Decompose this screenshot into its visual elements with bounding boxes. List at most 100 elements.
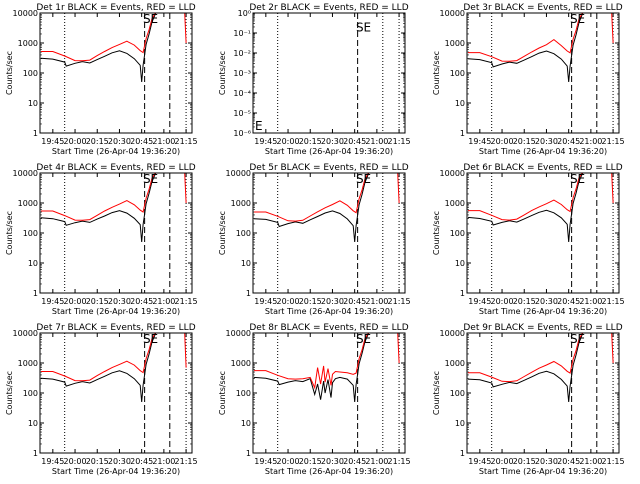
y-tick-label: 100: [450, 229, 465, 238]
y-tick-label: 1000: [445, 359, 465, 368]
lld-series-line: [41, 13, 187, 62]
y-axis-label: Counts/sec: [5, 51, 14, 95]
panel-7: Det 7r BLACK = Events, RED = LLD 1 10 100 10…: [5, 323, 198, 476]
x-tick-label: 20:30: [321, 137, 344, 146]
x-tick-label: 20:00: [277, 457, 300, 466]
y-tick-label: 1: [460, 289, 465, 298]
lld-series-line: [41, 173, 187, 221]
x-tick-label: 20:30: [108, 457, 131, 466]
panel-9: Det 9r BLACK = Events, RED = LLD 1 10 100 10…: [432, 323, 625, 476]
x-tick-label: 21:15: [175, 297, 198, 306]
x-tick-label: 21:00: [152, 457, 175, 466]
data-series-group: [40, 333, 187, 403]
y-tick-label: 1: [33, 289, 38, 298]
y-tick-label: 10⁻¹: [233, 29, 251, 38]
lld-series-line: [468, 13, 614, 62]
y-tick-label: 100: [236, 229, 251, 238]
data-series-group: [467, 333, 614, 403]
x-tick-label: 20:15: [513, 297, 536, 306]
x-tick-label: 20:45: [557, 297, 580, 306]
y-tick-label: 1: [246, 449, 251, 458]
plot-frame: [39, 172, 193, 294]
x-tick-label: 20:15: [513, 137, 536, 146]
x-tick-label: 20:45: [130, 457, 153, 466]
x-axis-label: Start Time (26-Apr-04 19:36:20): [52, 307, 180, 316]
x-tick-label: 20:15: [299, 297, 322, 306]
x-tick-label: 19:45: [468, 457, 491, 466]
x-tick-label: 21:00: [365, 457, 388, 466]
corner-mark: E: [255, 119, 263, 133]
y-tick-label: 100: [450, 389, 465, 398]
x-axis-label: Start Time (26-Apr-04 19:36:20): [52, 467, 180, 476]
se-annotation: SE: [570, 332, 585, 346]
y-tick-label: 10000: [440, 329, 465, 338]
se-annotation: SE: [570, 12, 585, 26]
y-tick-label: 10: [455, 419, 465, 428]
x-tick-label: 20:45: [343, 137, 366, 146]
y-tick-label: 10000: [440, 169, 465, 178]
y-tick-label: 10⁻⁶: [233, 129, 251, 138]
y-tick-label: 1: [246, 289, 251, 298]
x-tick-label: 20:30: [535, 457, 558, 466]
events-series-line: [467, 173, 584, 243]
lld-series-line: [254, 173, 400, 222]
x-tick-label: 20:00: [64, 457, 87, 466]
x-tick-label: 21:00: [579, 137, 602, 146]
x-tick-label: 20:00: [64, 297, 87, 306]
y-tick-label: 100: [23, 69, 38, 78]
y-tick-label: 1: [33, 449, 38, 458]
lld-series-line: [254, 333, 400, 390]
y-tick-label: 100: [23, 229, 38, 238]
x-tick-label: 21:00: [365, 297, 388, 306]
y-tick-label: 10000: [13, 9, 38, 18]
se-annotation: SE: [356, 172, 371, 186]
y-tick-label: 1000: [445, 39, 465, 48]
y-tick-label: 10: [241, 259, 251, 268]
x-tick-label: 19:45: [41, 457, 64, 466]
panel-title: Det 9r BLACK = Events, RED = LLD: [463, 323, 622, 333]
x-tick-label: 20:15: [513, 457, 536, 466]
x-tick-label: 19:45: [254, 457, 277, 466]
events-series-line: [253, 333, 370, 403]
plot-frame: [466, 12, 620, 134]
x-tick-label: 20:30: [321, 297, 344, 306]
x-tick-label: 20:00: [277, 137, 300, 146]
x-tick-label: 21:00: [365, 137, 388, 146]
y-tick-label: 1: [33, 129, 38, 138]
x-tick-label: 20:30: [535, 297, 558, 306]
x-axis-label: Start Time (26-Apr-04 19:36:20): [479, 307, 607, 316]
y-tick-label: 10⁻³: [233, 69, 251, 78]
events-series-line: [467, 333, 584, 403]
plot-frame: [39, 332, 193, 454]
x-tick-label: 21:15: [388, 457, 411, 466]
y-tick-label: 10: [455, 259, 465, 268]
y-tick-label: 10000: [13, 329, 38, 338]
x-tick-label: 20:15: [299, 137, 322, 146]
x-tick-label: 21:15: [602, 297, 625, 306]
data-series-group: [40, 13, 187, 83]
events-series-line: [467, 13, 584, 83]
y-tick-label: 1000: [231, 199, 251, 208]
plot-frame: [252, 172, 406, 294]
x-axis-label: Start Time (26-Apr-04 19:36:20): [265, 147, 393, 156]
panel-title: Det 7r BLACK = Events, RED = LLD: [36, 323, 195, 333]
data-series-group: [253, 173, 400, 243]
lld-series-line: [468, 333, 614, 383]
x-tick-label: 20:30: [108, 297, 131, 306]
x-tick-label: 19:45: [468, 137, 491, 146]
panel-title: Det 6r BLACK = Events, RED = LLD: [463, 163, 622, 173]
y-tick-label: 10⁰: [238, 9, 251, 18]
x-tick-label: 19:45: [468, 297, 491, 306]
x-tick-label: 21:00: [579, 297, 602, 306]
x-axis-label: Start Time (26-Apr-04 19:36:20): [265, 307, 393, 316]
plot-frame: [39, 12, 193, 134]
y-tick-label: 1: [460, 129, 465, 138]
y-tick-label: 10: [455, 99, 465, 108]
x-tick-label: 20:00: [277, 297, 300, 306]
y-axis-label: Counts/sec: [218, 371, 227, 415]
x-tick-label: 21:15: [175, 457, 198, 466]
events-series-line: [40, 173, 157, 243]
y-tick-label: 100: [236, 389, 251, 398]
